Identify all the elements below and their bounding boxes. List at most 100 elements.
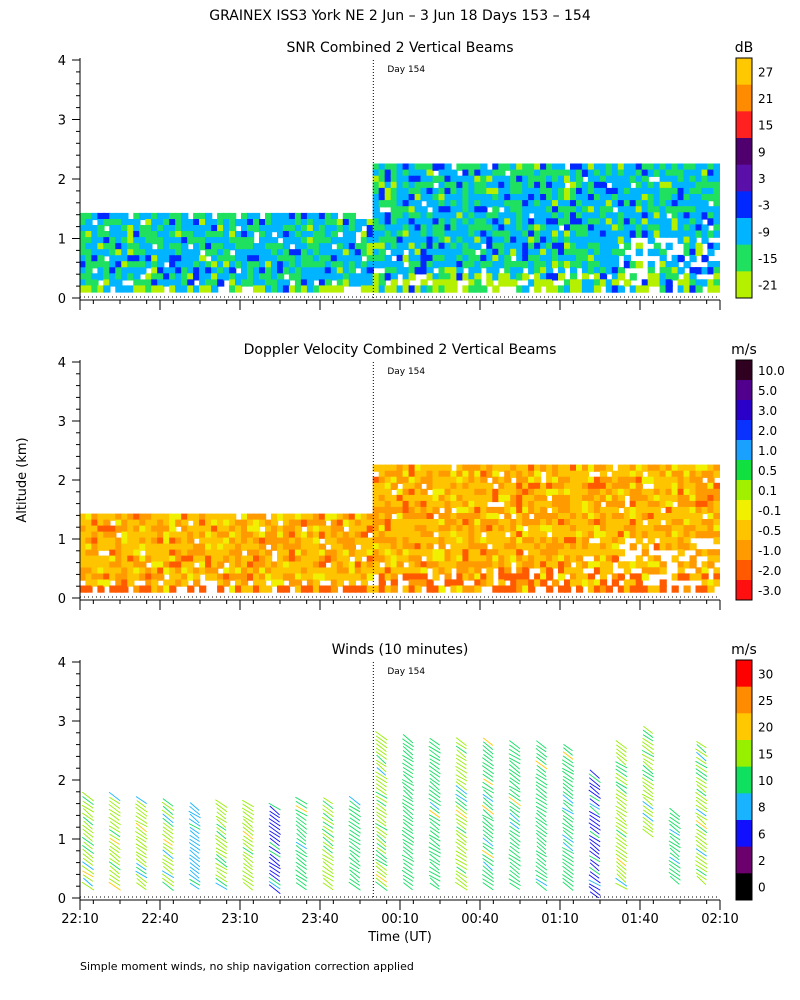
heatmap-cell — [330, 273, 338, 281]
heatmap-cell — [623, 488, 631, 496]
heatmap-cell — [390, 169, 398, 177]
wind-barb — [429, 754, 441, 762]
heatmap-cell — [581, 236, 590, 244]
colorbar-label: 10 — [758, 774, 773, 788]
heatmap-cell — [372, 175, 380, 183]
heatmap-cell — [378, 163, 386, 171]
wind-barb — [135, 803, 148, 813]
heatmap-cell — [378, 224, 386, 232]
heatmap-cell — [432, 230, 440, 238]
heatmap-cell — [617, 181, 625, 190]
heatmap-cell — [683, 488, 691, 496]
heatmap-cell — [163, 585, 171, 593]
heatmap-cell — [486, 549, 494, 557]
heatmap-cell — [372, 549, 380, 557]
heatmap-cell — [677, 543, 685, 551]
heatmap-cell — [540, 494, 548, 503]
heatmap-cell — [683, 273, 691, 281]
heatmap-cell — [587, 561, 596, 569]
heatmap-cell — [611, 537, 619, 545]
heatmap-cell — [175, 273, 183, 281]
heatmap-cell — [271, 255, 279, 263]
wind-barb — [695, 768, 708, 777]
heatmap-cell — [306, 579, 315, 587]
heatmap-cell — [552, 500, 560, 509]
heatmap-cell — [707, 585, 715, 593]
heatmap-cell — [462, 525, 470, 533]
wind-barb — [348, 837, 361, 846]
heatmap-cell — [288, 537, 297, 545]
heatmap-cell — [342, 231, 350, 239]
heatmap-cell — [163, 279, 171, 287]
heatmap-cell — [462, 531, 470, 539]
heatmap-cell — [151, 525, 159, 533]
wind-barb — [696, 777, 707, 784]
heatmap-cell — [713, 531, 720, 539]
colorbar-label: 2.0 — [758, 424, 777, 438]
wind-barb — [589, 805, 600, 816]
heatmap-cell — [450, 254, 458, 263]
heatmap-cell — [599, 200, 608, 208]
heatmap-cell — [462, 513, 470, 521]
heatmap-cell — [665, 279, 673, 287]
heatmap-cell — [647, 194, 655, 202]
heatmap-cell — [492, 200, 500, 208]
heatmap-cell — [444, 230, 452, 238]
heatmap-cell — [318, 531, 327, 539]
heatmap-cell — [581, 169, 590, 177]
heatmap-cell — [378, 212, 386, 220]
heatmap-cell — [133, 573, 141, 581]
heatmap-cell — [348, 543, 356, 551]
heatmap-cell — [282, 219, 291, 227]
heatmap-cell — [432, 206, 440, 214]
heatmap-cell — [665, 273, 673, 281]
heatmap-cell — [306, 543, 315, 551]
heatmap-cell — [516, 482, 524, 490]
heatmap-cell — [444, 242, 452, 250]
heatmap-cell — [528, 224, 536, 232]
heatmap-cell — [629, 585, 637, 593]
heatmap-cell — [420, 248, 428, 257]
heatmap-cell — [229, 243, 237, 251]
heatmap-cell — [306, 249, 315, 257]
heatmap-cell — [169, 279, 177, 287]
heatmap-cell — [570, 537, 578, 545]
heatmap-cell — [444, 500, 452, 509]
colorbar-label: -9 — [758, 225, 770, 239]
heatmap-cell — [516, 212, 524, 220]
wind-barb — [616, 865, 627, 875]
heatmap-cell — [474, 254, 482, 263]
heatmap-cell — [115, 219, 123, 227]
colorbar-swatch — [736, 111, 752, 139]
heatmap-cell — [336, 225, 344, 233]
heatmap-cell — [635, 476, 643, 484]
heatmap-cell — [253, 261, 261, 269]
heatmap-cell — [306, 243, 315, 251]
heatmap-cell — [402, 181, 410, 190]
heatmap-cell — [408, 230, 416, 238]
heatmap-cell — [462, 273, 470, 281]
heatmap-cell — [366, 261, 374, 269]
wind-barb — [375, 795, 388, 803]
heatmap-cell — [564, 236, 572, 244]
heatmap-cell — [510, 194, 518, 202]
heatmap-cell — [121, 525, 129, 533]
heatmap-cell — [169, 212, 177, 221]
heatmap-cell — [587, 482, 596, 490]
wind-barb — [588, 810, 601, 818]
heatmap-cell — [450, 175, 458, 183]
heatmap-cell — [564, 224, 572, 232]
heatmap-cell — [151, 279, 159, 287]
heatmap-cell — [641, 212, 649, 220]
heatmap-cell — [659, 200, 667, 208]
colorbar-label: 5.0 — [758, 384, 777, 398]
heatmap-cell — [181, 249, 189, 257]
heatmap-cell — [599, 242, 608, 250]
heatmap-cell — [504, 482, 512, 490]
wind-barb — [375, 823, 388, 831]
heatmap-cell — [271, 219, 279, 227]
wind-barb — [429, 806, 440, 814]
wind-barb — [616, 873, 627, 883]
heatmap-cell — [593, 561, 602, 569]
heatmap-cell — [133, 212, 141, 221]
